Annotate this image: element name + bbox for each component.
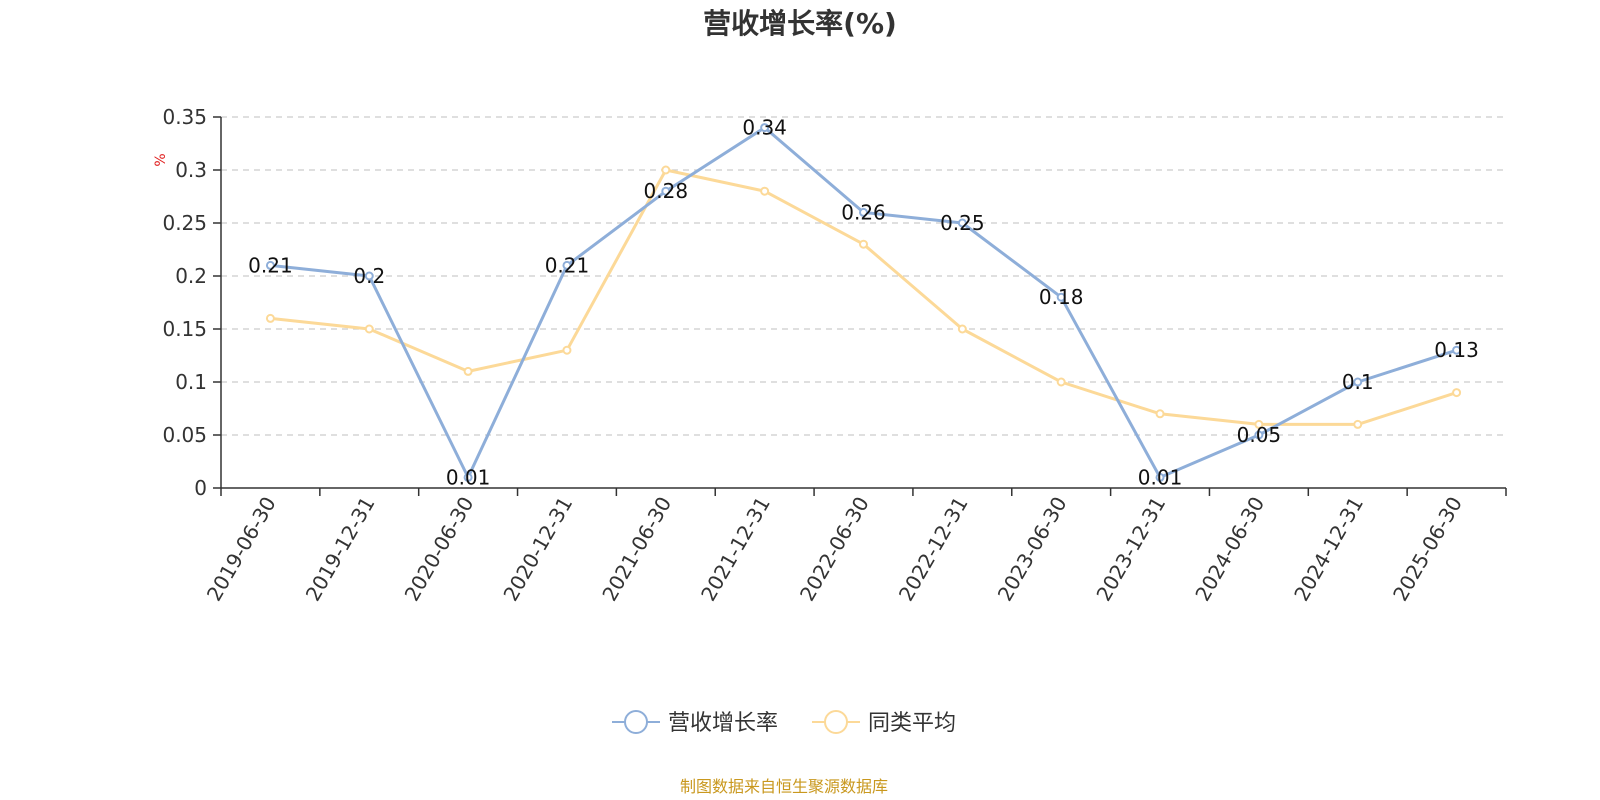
data-point[interactable] — [859, 239, 868, 249]
data-label: 0.18 — [1039, 285, 1084, 309]
data-point[interactable] — [562, 260, 572, 270]
data-label: 0.05 — [1237, 423, 1282, 447]
x-tick-label: 2022-12-31 — [894, 493, 973, 606]
y-tick-label: 0 — [194, 476, 207, 500]
data-point[interactable] — [859, 207, 868, 217]
source-note: 制图数据来自恒生聚源数据库 — [680, 777, 888, 796]
y-tick-label: 0.1 — [175, 370, 207, 394]
legend-label: 同类平均 — [868, 711, 956, 736]
data-point[interactable] — [1155, 472, 1165, 482]
data-point[interactable] — [562, 345, 572, 355]
data-label: 0.25 — [940, 211, 985, 235]
y-tick-label: 0.25 — [162, 211, 207, 235]
legend-item-1[interactable]: 同类平均 — [812, 710, 956, 736]
data-point[interactable] — [1056, 292, 1066, 302]
data-label: 0.21 — [545, 253, 590, 277]
legend-marker-icon — [624, 710, 648, 734]
y-axis-unit-label: % — [153, 153, 169, 166]
data-label: 0.01 — [446, 465, 491, 489]
y-tick-label: 0.3 — [175, 158, 207, 182]
x-tick-labels: 2019-06-30 2019-12-31 2020-06-30 2020-12-31… — [202, 488, 1507, 606]
x-tick-label: 2020-12-31 — [498, 493, 577, 606]
data-point[interactable] — [1452, 345, 1462, 355]
data-point[interactable] — [957, 218, 967, 228]
series-lines — [265, 123, 1462, 482]
x-tick-label: 2023-12-31 — [1091, 493, 1170, 606]
y-tick-label: 0.15 — [162, 317, 207, 341]
data-point[interactable] — [364, 271, 374, 281]
y-tick-label: 0.05 — [162, 423, 207, 447]
grid-lines — [221, 116, 1506, 436]
x-tick-label: 2019-12-31 — [301, 493, 380, 606]
data-point[interactable] — [661, 165, 671, 175]
data-point[interactable] — [265, 260, 275, 270]
data-point[interactable] — [760, 186, 770, 196]
data-label: 0.13 — [1434, 338, 1479, 362]
data-point[interactable] — [957, 324, 967, 334]
x-tick-label: 2021-12-31 — [696, 493, 775, 606]
data-label: 0.28 — [644, 179, 689, 203]
data-label: 0.21 — [248, 253, 293, 277]
data-point[interactable] — [1155, 409, 1165, 419]
data-point[interactable] — [760, 123, 770, 133]
x-tick-label: 2025-06-30 — [1388, 493, 1467, 606]
x-tick-label: 2024-06-30 — [1190, 493, 1269, 606]
axes — [220, 117, 1506, 489]
data-point[interactable] — [364, 324, 374, 334]
x-tick-label: 2023-06-30 — [993, 493, 1072, 606]
data-label: 0.2 — [353, 264, 385, 288]
legend-marker-icon — [824, 710, 848, 734]
data-point[interactable] — [1254, 419, 1264, 429]
data-point[interactable] — [1353, 419, 1363, 429]
data-label: 0.26 — [841, 200, 886, 224]
data-point[interactable] — [1254, 430, 1264, 440]
data-point[interactable] — [463, 472, 473, 482]
y-tick-labels: 0 0.05 0.1 0.15 0.2 0.25 0.3 0.35 — [162, 105, 221, 500]
data-point[interactable] — [661, 186, 671, 196]
x-tick-label: 2024-12-31 — [1289, 493, 1368, 606]
data-label: 0.34 — [742, 116, 787, 140]
data-labels: 0.21 0.2 0.01 0.21 0.28 0.34 0.26 0.25 0.18 0.01 0… — [248, 116, 1479, 490]
data-label: 0.1 — [1342, 370, 1374, 394]
x-tick-label: 2020-06-30 — [400, 493, 479, 606]
chart-title: 营收增长率(%) — [703, 7, 897, 40]
data-point[interactable] — [1056, 377, 1066, 387]
y-tick-label: 0.35 — [162, 105, 207, 129]
legend-label: 营收增长率 — [668, 711, 778, 736]
data-point[interactable] — [1452, 388, 1462, 398]
y-tick-label: 0.2 — [175, 264, 207, 288]
data-label: 0.01 — [1138, 465, 1183, 489]
x-tick-label: 2019-06-30 — [202, 493, 281, 606]
legend[interactable]: 营收增长率 同类平均 — [612, 710, 956, 736]
data-point[interactable] — [463, 366, 473, 376]
x-tick-label: 2022-06-30 — [795, 493, 874, 606]
data-point[interactable] — [1353, 377, 1363, 387]
x-tick-label: 2021-06-30 — [597, 493, 676, 606]
legend-item-0[interactable]: 营收增长率 — [612, 710, 778, 736]
data-point[interactable] — [265, 313, 275, 323]
